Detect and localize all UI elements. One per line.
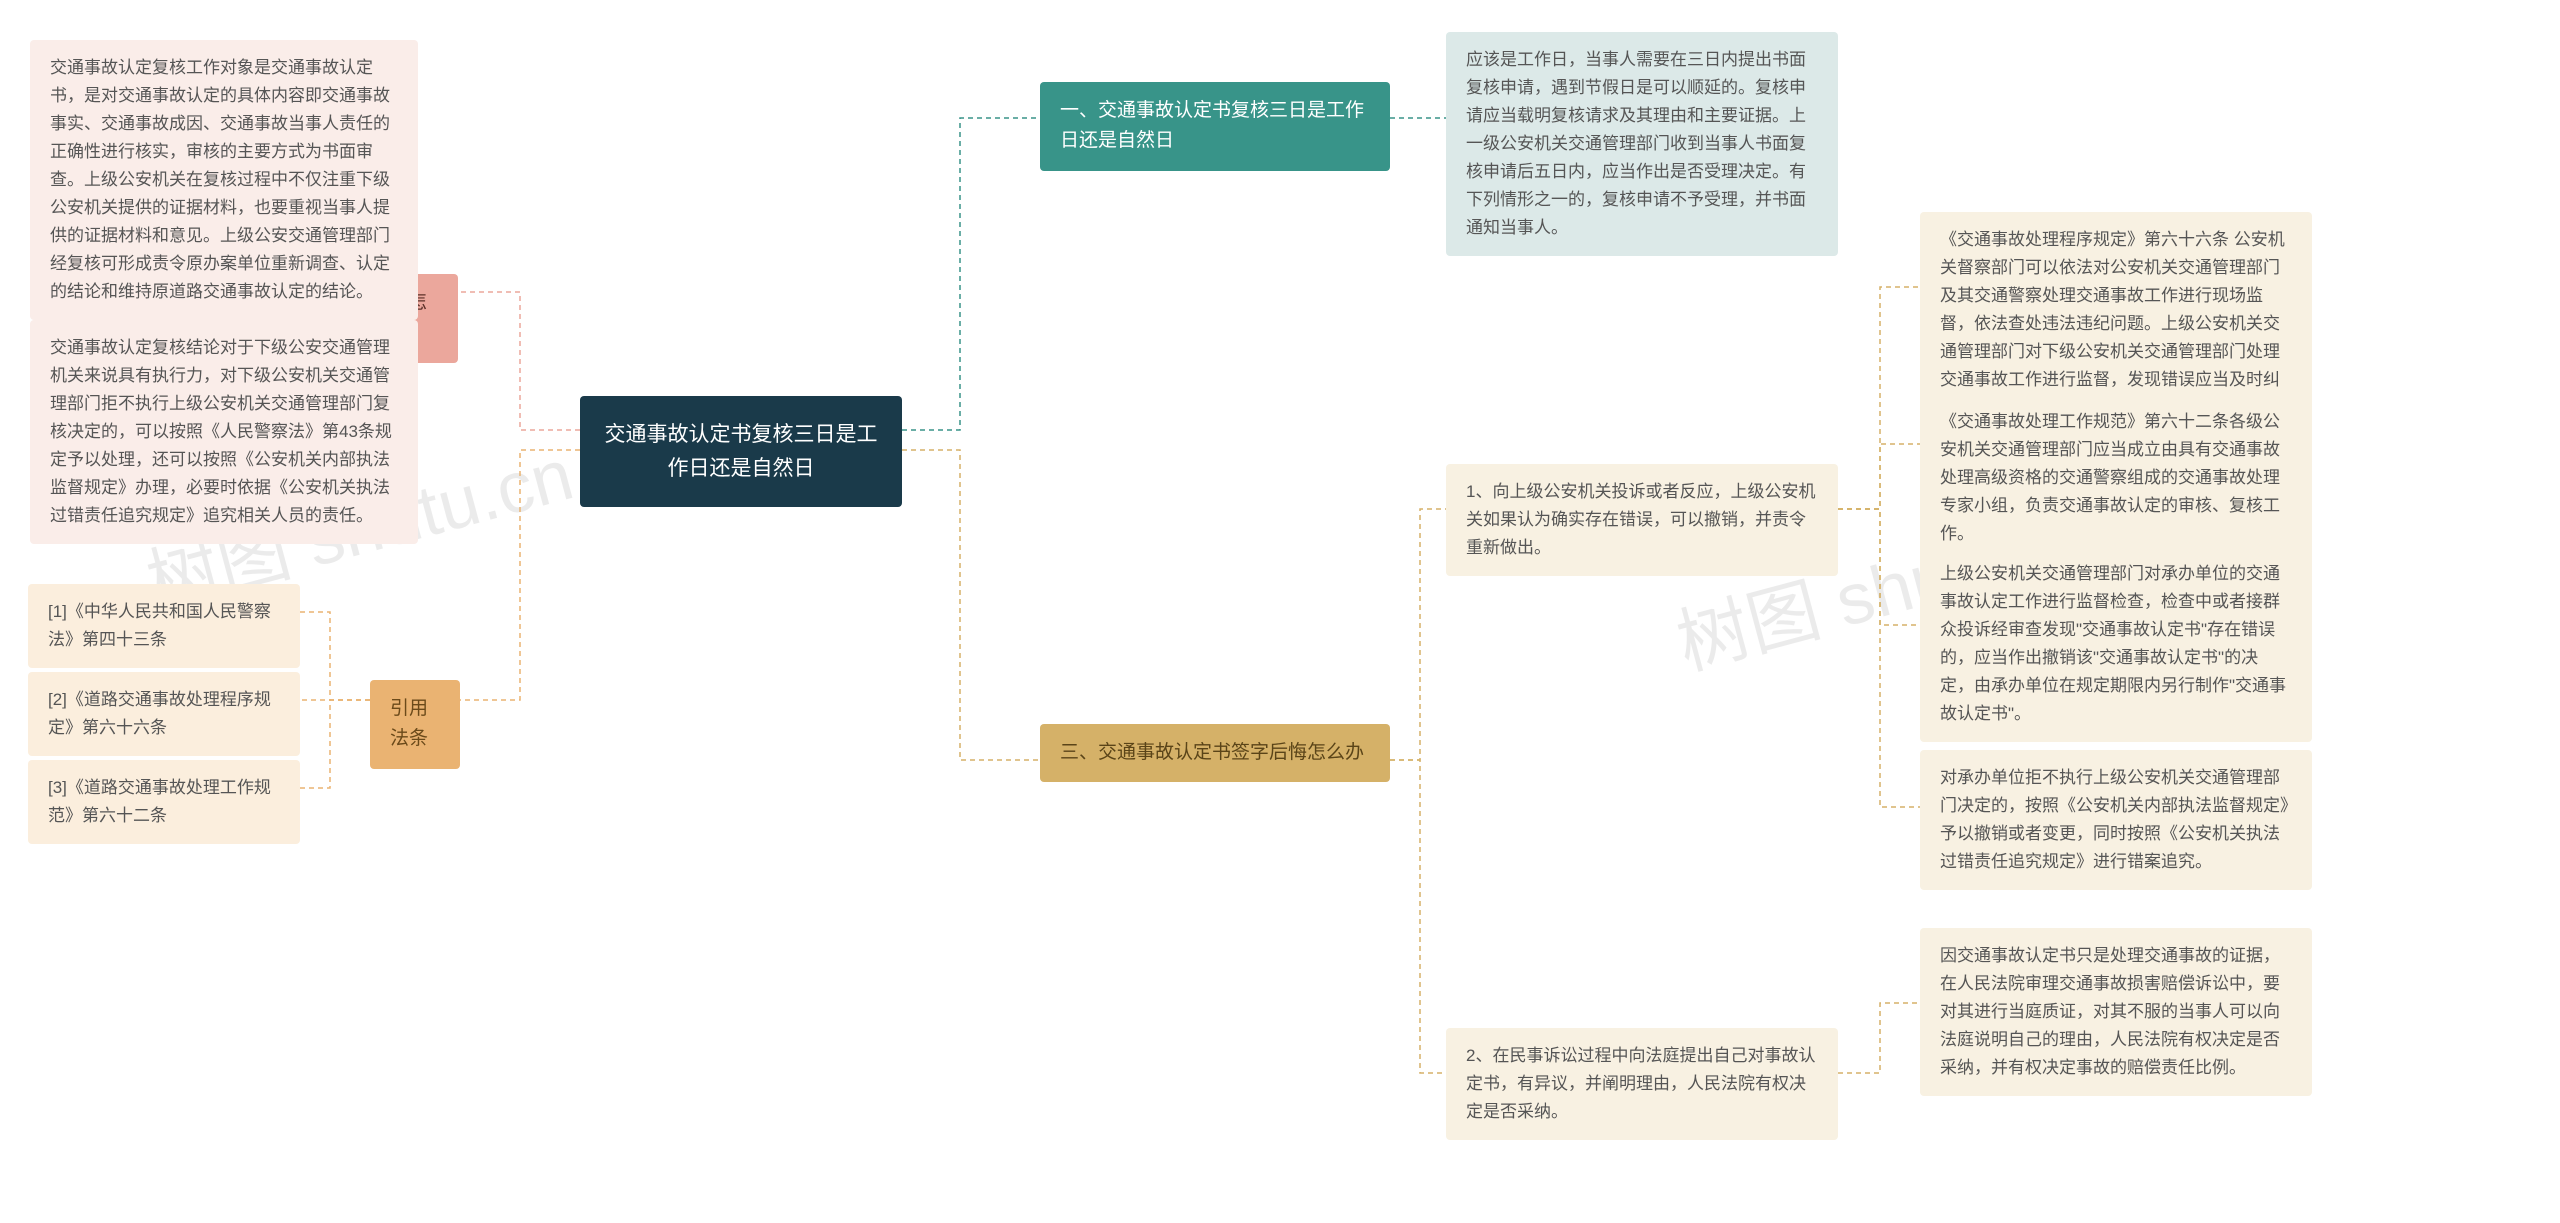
branch-4-sub-1-leaf-4: 对承办单位拒不执行上级公安机关交通管理部门决定的，按照《公安机关内部执法监督规定… xyxy=(1920,750,2312,890)
branch-4-sub-1-leaf-2: 《交通事故处理工作规范》第六十二条各级公安机关交通管理部门应当成立由具有交通事故… xyxy=(1920,394,2312,562)
branch-3: 引用法条 xyxy=(370,680,460,769)
branch-3-leaf-2: [2]《道路交通事故处理程序规定》第六十六条 xyxy=(28,672,300,756)
branch-4-sub-1: 1、向上级公安机关投诉或者反应，上级公安机关如果认为确实存在错误，可以撤销，并责… xyxy=(1446,464,1838,576)
branch-2-leaf-1: 交通事故认定复核工作对象是交通事故认定书，是对交通事故认定的具体内容即交通事故事… xyxy=(30,40,418,320)
branch-2-leaf-2: 交通事故认定复核结论对于下级公安交通管理机关来说具有执行力，对下级公安机关交通管… xyxy=(30,320,418,544)
center-node: 交通事故认定书复核三日是工作日还是自然日 xyxy=(580,396,902,507)
branch-1-leaf-1: 应该是工作日，当事人需要在三日内提出书面复核申请，遇到节假日是可以顺延的。复核申… xyxy=(1446,32,1838,256)
branch-4-sub-1-leaf-3: 上级公安机关交通管理部门对承办单位的交通事故认定工作进行监督检查，检查中或者接群… xyxy=(1920,546,2312,742)
branch-4: 三、交通事故认定书签字后悔怎么办 xyxy=(1040,724,1390,782)
branch-3-leaf-3: [3]《道路交通事故处理工作规范》第六十二条 xyxy=(28,760,300,844)
branch-4-sub-2-leaf-1: 因交通事故认定书只是处理交通事故的证据，在人民法院审理交通事故损害赔偿诉讼中，要… xyxy=(1920,928,2312,1096)
branch-1: 一、交通事故认定书复核三日是工作日还是自然日 xyxy=(1040,82,1390,171)
branch-4-sub-2: 2、在民事诉讼过程中向法庭提出自己对事故认定书，有异议，并阐明理由，人民法院有权… xyxy=(1446,1028,1838,1140)
branch-3-leaf-1: [1]《中华人民共和国人民警察法》第四十三条 xyxy=(28,584,300,668)
